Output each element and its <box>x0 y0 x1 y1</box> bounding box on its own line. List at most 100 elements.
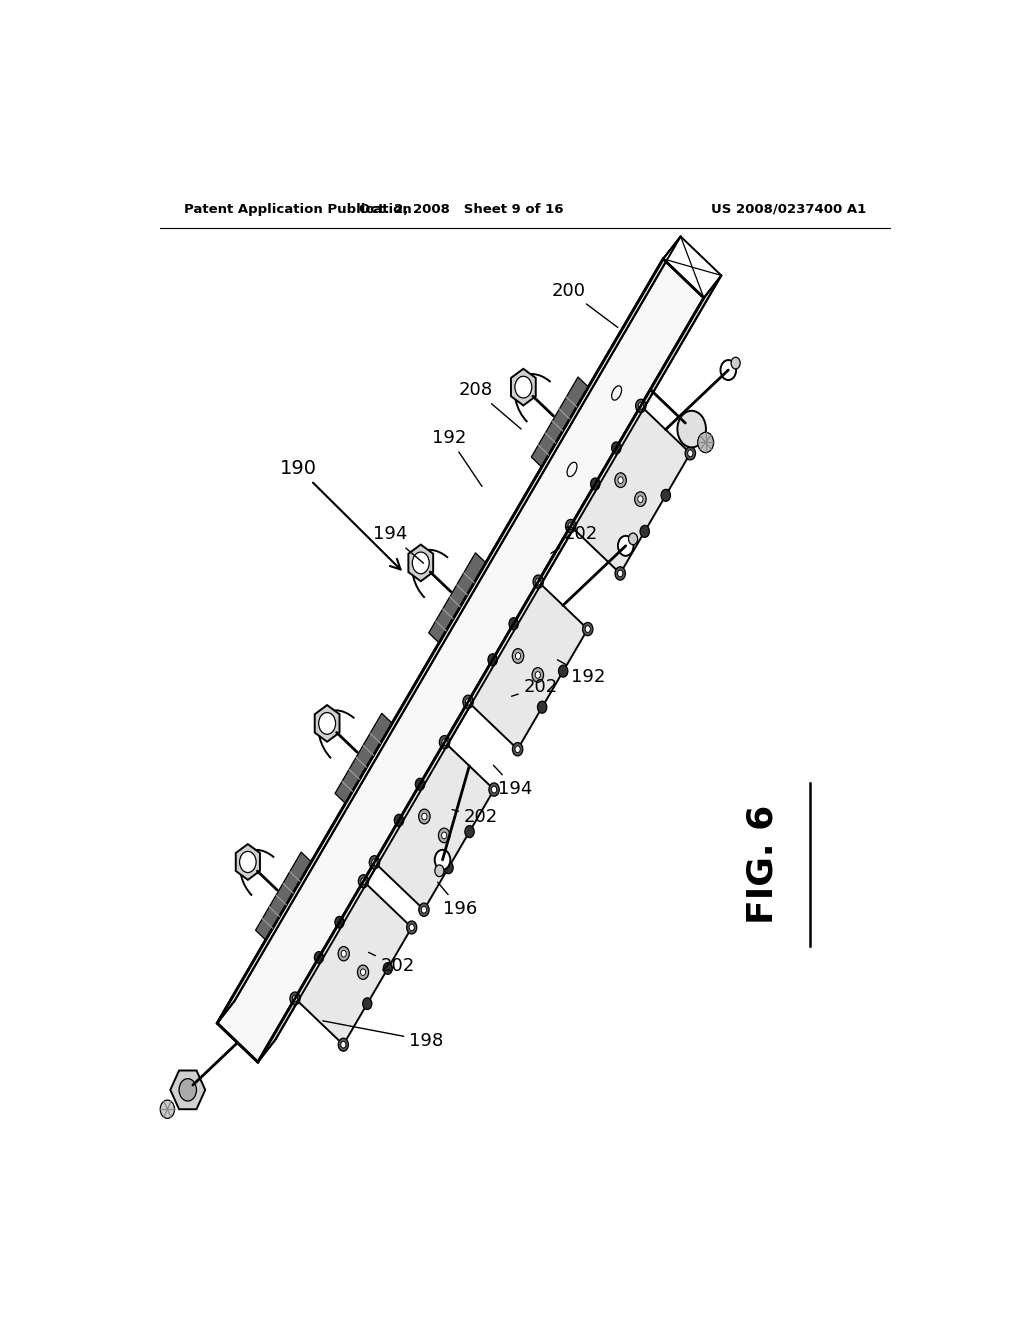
Polygon shape <box>375 742 495 909</box>
Polygon shape <box>664 236 721 298</box>
Text: FIG. 6: FIG. 6 <box>745 805 780 924</box>
Circle shape <box>422 813 427 820</box>
Circle shape <box>360 969 366 975</box>
Circle shape <box>443 862 454 874</box>
Circle shape <box>372 859 377 866</box>
Text: 202: 202 <box>512 678 558 696</box>
Circle shape <box>638 496 643 503</box>
Circle shape <box>635 492 646 507</box>
Circle shape <box>318 713 336 734</box>
Polygon shape <box>531 378 589 467</box>
Text: 196: 196 <box>437 882 477 917</box>
Circle shape <box>558 665 568 677</box>
Circle shape <box>179 1078 197 1101</box>
Polygon shape <box>570 405 690 573</box>
Polygon shape <box>236 843 260 880</box>
Circle shape <box>338 1039 348 1051</box>
Circle shape <box>338 946 349 961</box>
Polygon shape <box>468 582 588 750</box>
Circle shape <box>512 743 523 756</box>
Circle shape <box>383 962 392 974</box>
Circle shape <box>515 652 520 659</box>
Polygon shape <box>664 236 682 267</box>
Circle shape <box>662 490 671 502</box>
Circle shape <box>362 998 372 1010</box>
Circle shape <box>509 618 518 630</box>
Circle shape <box>465 825 474 838</box>
Circle shape <box>416 779 425 791</box>
Circle shape <box>293 995 298 1002</box>
Circle shape <box>678 411 706 447</box>
Circle shape <box>410 924 415 931</box>
Polygon shape <box>677 244 713 284</box>
Text: 192: 192 <box>432 429 482 487</box>
Circle shape <box>413 552 429 574</box>
Circle shape <box>360 878 366 884</box>
Circle shape <box>615 566 626 579</box>
Circle shape <box>538 701 547 713</box>
Circle shape <box>611 442 621 454</box>
Circle shape <box>290 991 300 1005</box>
Circle shape <box>583 623 593 636</box>
Circle shape <box>438 828 450 842</box>
Text: 198: 198 <box>323 1020 443 1049</box>
Polygon shape <box>295 882 412 1044</box>
Circle shape <box>614 473 627 487</box>
Circle shape <box>341 1041 346 1048</box>
Circle shape <box>585 626 591 632</box>
Circle shape <box>515 376 531 397</box>
Circle shape <box>685 446 695 459</box>
Text: 194: 194 <box>373 525 424 564</box>
Circle shape <box>439 735 450 748</box>
Text: 194: 194 <box>494 766 532 797</box>
Circle shape <box>240 851 256 873</box>
Circle shape <box>697 432 714 453</box>
Circle shape <box>536 672 541 678</box>
Circle shape <box>466 698 471 705</box>
Circle shape <box>536 578 541 585</box>
Circle shape <box>357 965 369 979</box>
Circle shape <box>565 519 575 533</box>
Polygon shape <box>511 368 536 405</box>
Circle shape <box>638 403 643 409</box>
Polygon shape <box>170 1071 205 1109</box>
Polygon shape <box>217 236 681 1023</box>
Circle shape <box>435 865 444 876</box>
Circle shape <box>721 360 736 380</box>
Polygon shape <box>335 713 392 804</box>
Text: 208: 208 <box>459 381 521 429</box>
Circle shape <box>512 648 523 664</box>
Circle shape <box>640 525 649 537</box>
Circle shape <box>636 399 646 413</box>
Circle shape <box>629 533 638 545</box>
Circle shape <box>534 576 544 589</box>
Circle shape <box>617 570 623 577</box>
Circle shape <box>441 832 446 838</box>
Text: 202: 202 <box>453 808 499 826</box>
Circle shape <box>419 809 430 824</box>
Text: 202: 202 <box>369 953 415 975</box>
Circle shape <box>407 921 417 935</box>
Polygon shape <box>258 276 721 1063</box>
Circle shape <box>442 739 447 746</box>
Polygon shape <box>256 853 311 940</box>
Circle shape <box>731 358 740 368</box>
Circle shape <box>160 1100 174 1118</box>
Circle shape <box>370 855 380 869</box>
Text: 192: 192 <box>557 660 605 686</box>
Circle shape <box>421 907 427 913</box>
Text: 200: 200 <box>552 281 617 327</box>
Polygon shape <box>217 259 703 1063</box>
Circle shape <box>688 450 693 457</box>
Text: 190: 190 <box>281 459 400 569</box>
Polygon shape <box>314 705 340 742</box>
Circle shape <box>419 903 429 916</box>
Circle shape <box>568 523 573 529</box>
Circle shape <box>488 783 500 796</box>
Circle shape <box>492 787 497 793</box>
Circle shape <box>335 916 344 928</box>
Text: 202: 202 <box>551 525 597 553</box>
Text: Patent Application Publication: Patent Application Publication <box>183 203 412 215</box>
Circle shape <box>394 814 403 826</box>
Circle shape <box>617 536 634 556</box>
